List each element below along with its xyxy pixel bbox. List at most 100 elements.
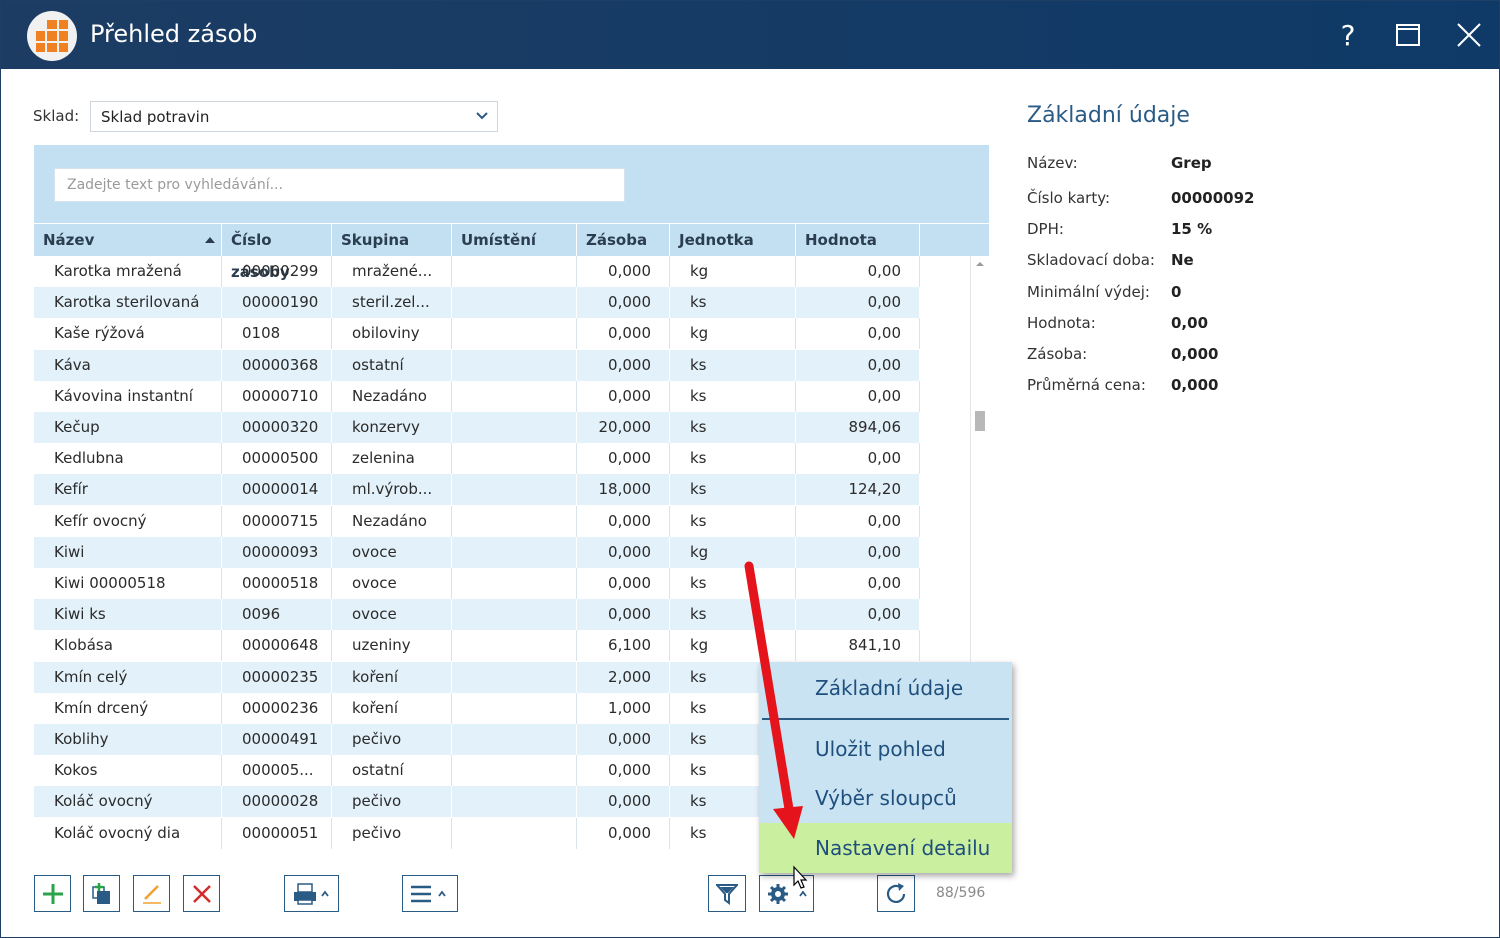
help-button[interactable]: ? — [1340, 18, 1356, 52]
inventory-grid: Název Číslo zásoby Skupina Umístění Záso… — [34, 145, 989, 862]
refresh-button[interactable] — [877, 875, 915, 912]
cell-stock: 18,000 — [577, 474, 670, 506]
cell-location — [452, 599, 577, 631]
delete-button[interactable] — [183, 875, 220, 912]
cell-stock-number: 00000190 — [222, 287, 332, 319]
cell-group: zelenina — [332, 443, 452, 475]
scroll-up-icon[interactable] — [976, 262, 984, 266]
cell-value: 0,00 — [796, 318, 920, 350]
table-row[interactable]: Kiwi ks 0096 ovoce 0,000 ks 0,00 — [34, 599, 920, 631]
column-header-value[interactable]: Hodnota — [796, 224, 920, 256]
warehouse-select[interactable]: Sklad potravin — [90, 101, 498, 132]
cell-unit: kg — [670, 630, 796, 662]
cell-stock-number: 000005... — [222, 755, 332, 787]
column-header-label: Hodnota — [805, 231, 877, 249]
cell-stock: 6,100 — [577, 630, 670, 662]
cell-name: Kmín celý — [34, 661, 222, 693]
cell-name: Kiwi 00000518 — [34, 568, 222, 599]
warehouse-label: Sklad: — [33, 107, 80, 125]
column-header-location[interactable]: Umístění — [452, 224, 577, 256]
detail-field-value: Ne — [1171, 251, 1194, 269]
cell-unit: kg — [670, 256, 796, 287]
cell-group: ostatní — [332, 755, 452, 787]
cell-group: pečivo — [332, 786, 452, 818]
cell-value: 841,10 — [796, 630, 920, 662]
table-row[interactable]: Kokos 000005... ostatní 0,000 ks — [34, 755, 920, 787]
edit-button[interactable] — [133, 875, 170, 912]
cell-location — [452, 568, 577, 599]
menu-item-save-view[interactable]: Uložit pohled — [815, 737, 946, 761]
cell-stock-number: 00000648 — [222, 630, 332, 662]
table-row[interactable]: Kaše rýžová 0108 obiloviny 0,000 kg 0,00 — [34, 318, 920, 350]
warehouse-select-value: Sklad potravin — [101, 108, 210, 126]
table-row[interactable]: Koláč ovocný dia 00000051 pečivo 0,000 ks — [34, 817, 920, 849]
chevron-down-icon — [475, 108, 489, 127]
cell-group: Nezadáno — [332, 505, 452, 537]
sort-ascending-icon — [205, 237, 215, 243]
maximize-icon[interactable] — [1388, 15, 1428, 55]
close-icon[interactable] — [1449, 15, 1489, 55]
settings-button[interactable] — [759, 875, 814, 912]
column-header-group[interactable]: Skupina — [332, 224, 452, 256]
cell-group: ostatní — [332, 349, 452, 381]
cell-stock-number: 00000491 — [222, 724, 332, 755]
table-row[interactable]: Kávovina instantní 00000710 Nezadáno 0,000 k… — [34, 380, 920, 412]
hamburger-icon — [411, 885, 446, 902]
cell-value: 0,00 — [796, 256, 920, 287]
cell-stock: 0,000 — [577, 380, 670, 412]
column-header-stock-number[interactable]: Číslo zásoby — [222, 224, 332, 281]
add-copy-button[interactable] — [83, 875, 120, 912]
table-row[interactable]: Kiwi 00000518 00000518 ovoce 0,000 ks 0,00 — [34, 568, 920, 599]
table-row[interactable]: Klobása 00000648 uzeniny 6,100 kg 841,10 — [34, 630, 920, 662]
cell-name: Kiwi — [34, 536, 222, 568]
filter-button[interactable] — [708, 875, 746, 912]
search-bar — [34, 145, 989, 223]
cell-unit: kg — [670, 536, 796, 568]
cell-location — [452, 412, 577, 443]
scrollbar-thumb[interactable] — [975, 411, 985, 431]
detail-field-label: Minimální výdej: — [1027, 283, 1150, 301]
table-row[interactable]: Kefír 00000014 ml.výrob... 18,000 ks 124,20 — [34, 474, 920, 506]
table-row[interactable]: Karotka sterilovaná 00000190 steril.zel...… — [34, 287, 920, 319]
add-copy-icon — [91, 882, 110, 904]
table-row[interactable]: Kmín drcený 00000236 koření 1,000 ks — [34, 692, 920, 724]
search-input[interactable] — [54, 168, 625, 202]
cell-stock: 0,000 — [577, 443, 670, 475]
table-row[interactable]: Kefír ovocný 00000715 Nezadáno 0,000 ks 0,00 — [34, 505, 920, 537]
table-row[interactable]: Káva 00000368 ostatní 0,000 ks 0,00 — [34, 349, 920, 381]
cell-location — [452, 692, 577, 724]
cell-stock-number: 00000715 — [222, 505, 332, 537]
cell-unit: ks — [670, 412, 796, 443]
detail-field-value: 0,000 — [1171, 345, 1219, 363]
table-row[interactable]: Karotka mražená 00000299 mražené... 0,000 kg… — [34, 256, 920, 287]
cell-stock-number: 00000093 — [222, 536, 332, 568]
column-header-unit[interactable]: Jednotka — [670, 224, 796, 256]
menu-item-detail-settings[interactable]: Nastavení detailu — [759, 823, 1012, 873]
add-button[interactable] — [34, 875, 71, 912]
menu-item-basic-info[interactable]: Základní údaje — [815, 676, 964, 700]
cell-group: ml.výrob... — [332, 474, 452, 506]
print-button[interactable] — [284, 875, 339, 912]
cell-location — [452, 724, 577, 755]
column-header-stock[interactable]: Zásoba — [577, 224, 670, 256]
table-header: Název Číslo zásoby Skupina Umístění Záso… — [34, 224, 989, 281]
column-header-name[interactable]: Název — [34, 224, 222, 256]
column-header-label: Název — [43, 231, 95, 249]
table-row[interactable]: Kečup 00000320 konzervy 20,000 ks 894,06 — [34, 412, 920, 443]
detail-field-label: Číslo karty: — [1027, 189, 1111, 207]
cell-name: Kečup — [34, 412, 222, 443]
menu-button[interactable] — [402, 875, 458, 912]
cell-stock: 0,000 — [577, 786, 670, 818]
cell-name: Kaše rýžová — [34, 318, 222, 350]
menu-item-column-selection[interactable]: Výběr sloupců — [815, 786, 957, 810]
cell-stock: 0,000 — [577, 318, 670, 350]
table-row[interactable]: Kedlubna 00000500 zelenina 0,000 ks 0,00 — [34, 443, 920, 475]
cell-stock-number: 00000299 — [222, 256, 332, 287]
column-header-label: Jednotka — [679, 231, 754, 249]
cell-stock: 0,000 — [577, 599, 670, 631]
detail-field-value: 0,00 — [1171, 314, 1209, 332]
filter-icon — [716, 883, 738, 905]
table-row[interactable]: Kiwi 00000093 ovoce 0,000 kg 0,00 — [34, 536, 920, 568]
cell-name: Kedlubna — [34, 443, 222, 475]
cell-group: konzervy — [332, 412, 452, 443]
